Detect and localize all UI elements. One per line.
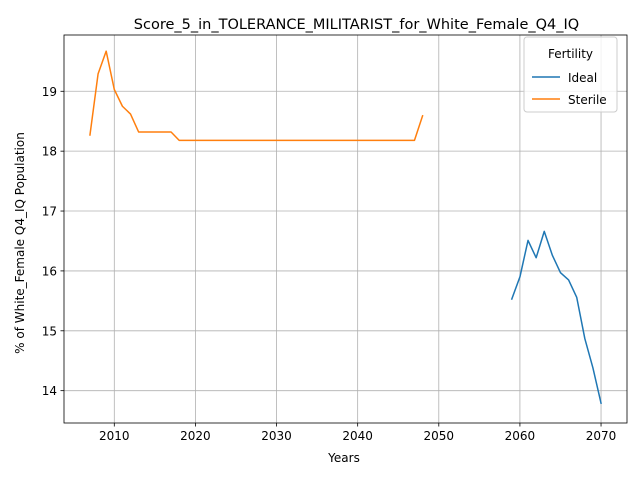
x-tick-label: 2020 [180,429,211,443]
legend-box [523,36,618,113]
legend-label-ideal: Ideal [568,71,597,85]
x-axis-ticks: 2010 2020 2030 2040 2050 2060 2070 [99,423,616,443]
y-tick-label: 16 [42,264,57,278]
legend-title: Fertility [548,47,593,61]
x-tick-label: 2010 [99,429,130,443]
y-axis-label: % of White_Female Q4_IQ Population [13,132,27,354]
x-tick-label: 2060 [505,429,536,443]
x-axis-label: Years [327,451,360,465]
series-layer [89,50,602,405]
y-tick-label: 19 [42,85,57,99]
series-line-ideal [510,230,602,405]
y-tick-label: 15 [42,324,57,338]
x-tick-label: 2050 [424,429,455,443]
plot-frame [63,34,628,424]
chart-title: Score_5_in_TOLERANCE_MILITARIST_for_Whit… [134,17,579,33]
y-tick-label: 18 [42,145,57,159]
y-tick-label: 17 [42,205,57,219]
legend-label-sterile: Sterile [568,93,607,107]
x-tick-label: 2030 [261,429,292,443]
y-tick-label: 14 [42,384,57,398]
y-axis-ticks: 14 15 16 17 18 19 [42,85,64,398]
series-line-sterile [89,50,424,142]
x-tick-label: 2040 [342,429,373,443]
legend: Fertility Ideal Sterile [523,36,618,113]
x-tick-label: 2070 [586,429,617,443]
